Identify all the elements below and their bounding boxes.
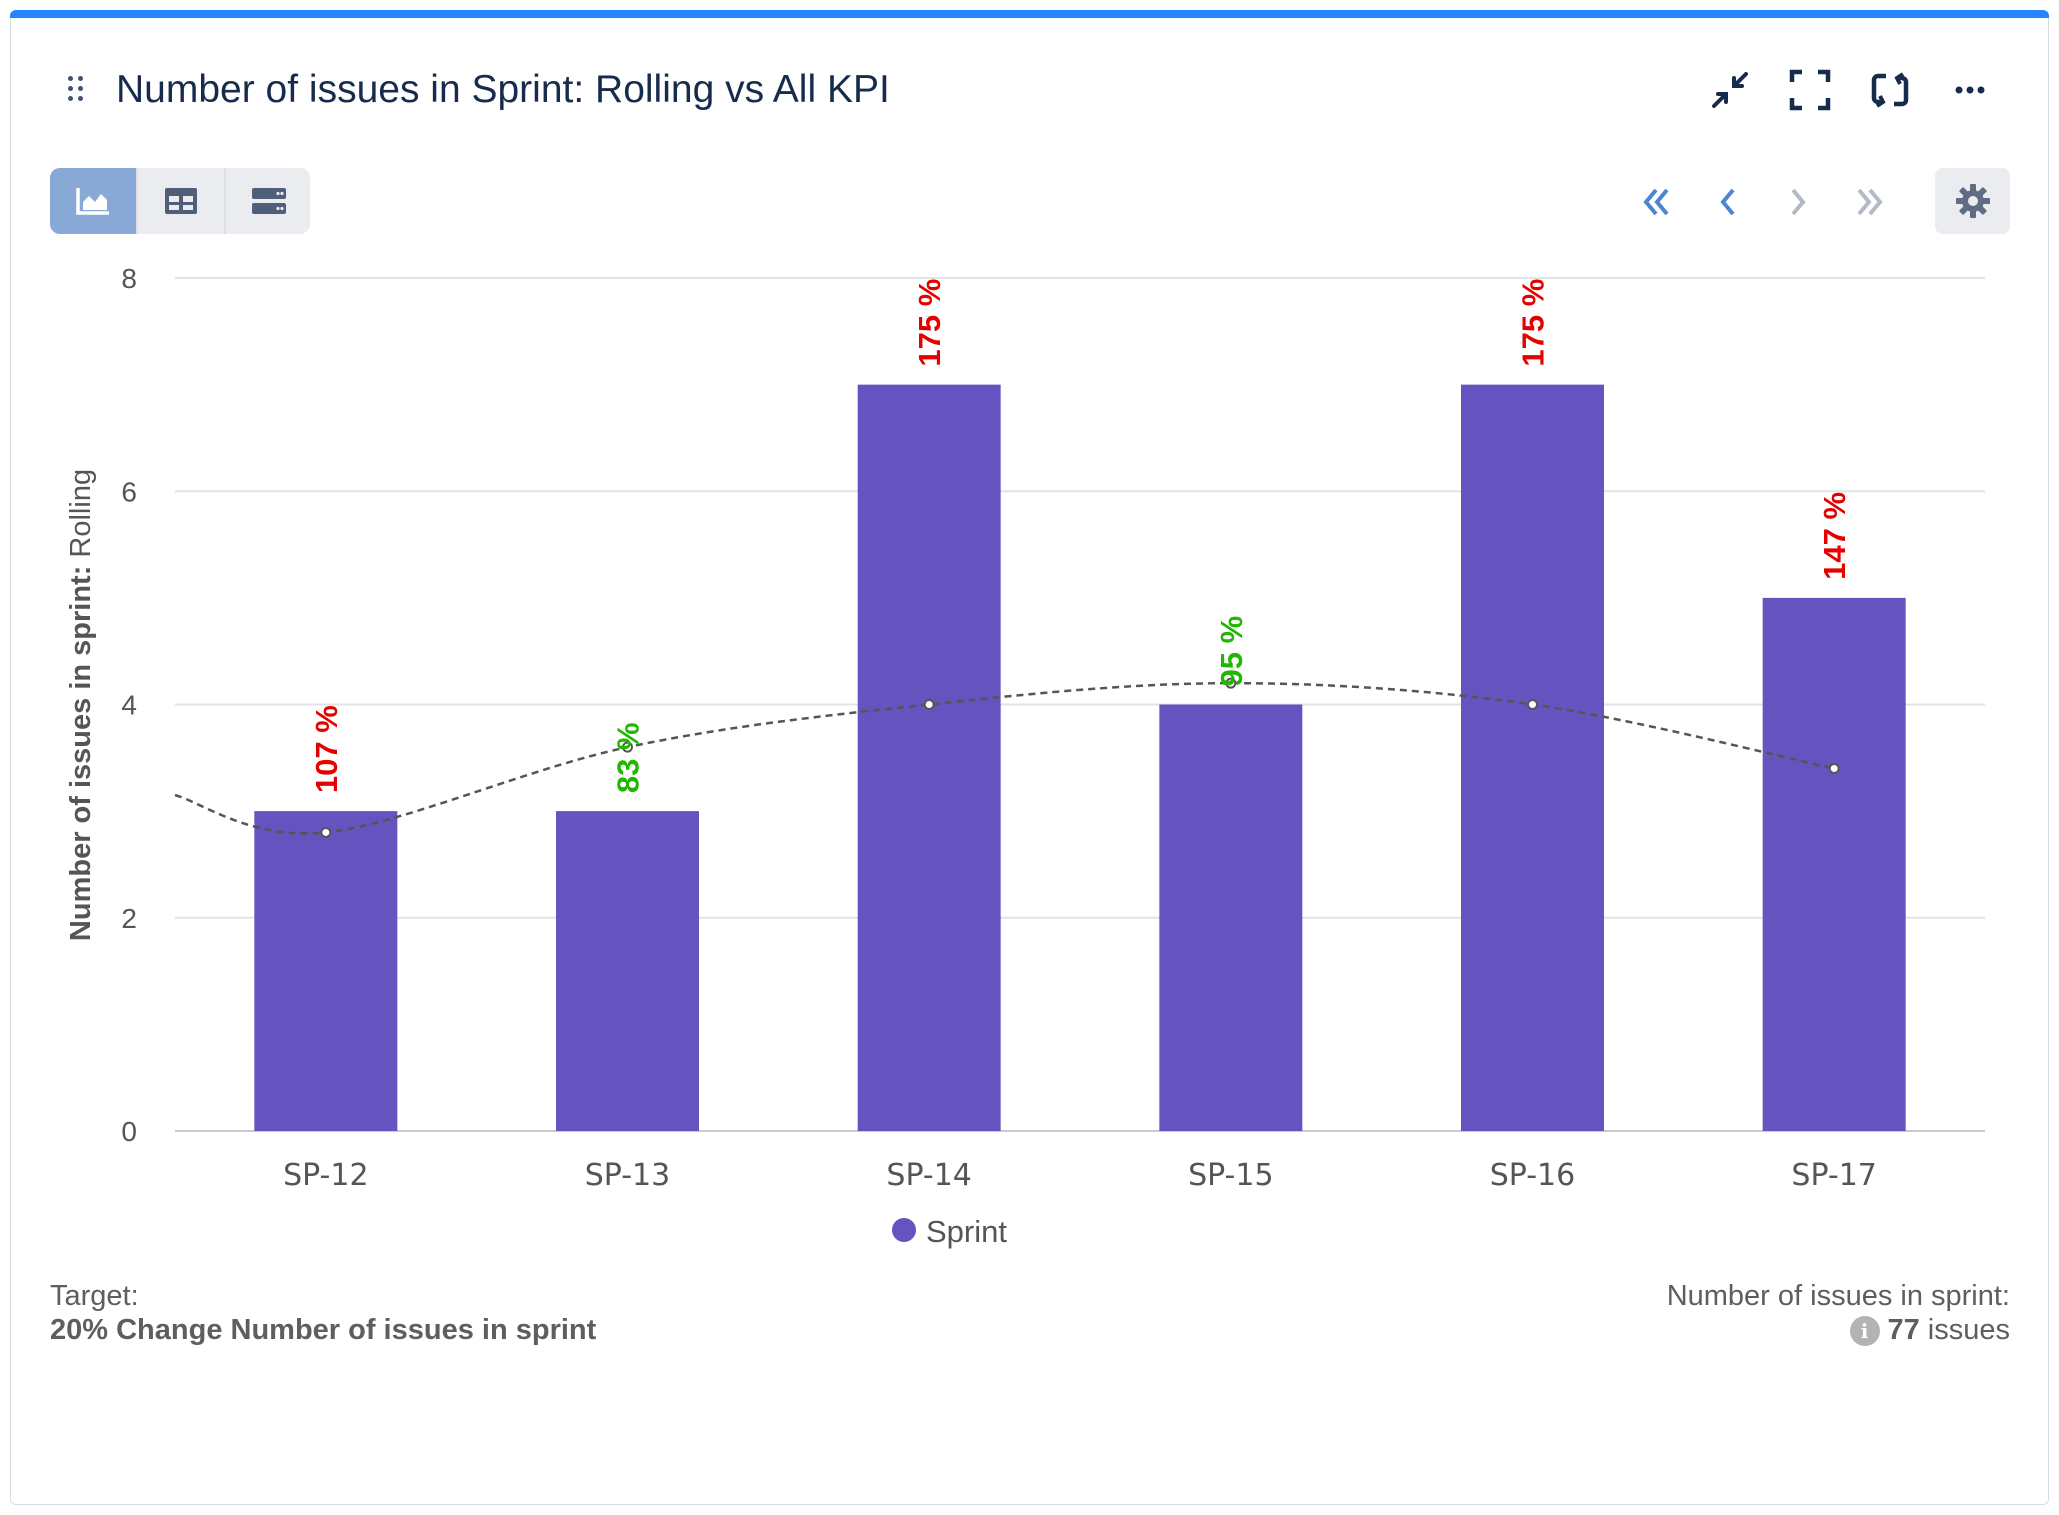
more-icon[interactable] xyxy=(1948,68,1992,112)
total-unit: issues xyxy=(1927,1314,2010,1346)
target-label: Target: xyxy=(50,1280,139,1312)
target-value: 20% Change Number of issues in sprint xyxy=(50,1314,597,1346)
seg-divider xyxy=(136,168,138,234)
view-mode-toggle xyxy=(50,168,310,234)
trend-point-SP-13[interactable] xyxy=(622,741,633,753)
seg-divider xyxy=(224,168,226,234)
list-view-button[interactable] xyxy=(226,168,310,234)
bar-SP-17[interactable] xyxy=(1762,597,1906,1131)
legend[interactable]: Sprint xyxy=(892,1214,1007,1249)
data-label-SP-17: 147 % xyxy=(1817,492,1852,580)
first-page-icon[interactable] xyxy=(1636,182,1676,222)
trend-point-SP-12[interactable] xyxy=(320,826,332,838)
settings-button[interactable] xyxy=(1935,168,2010,234)
total-count: 77 xyxy=(1887,1314,1920,1346)
y-tick-label: 8 xyxy=(121,263,137,294)
fullscreen-icon[interactable] xyxy=(1788,68,1832,112)
widget-accent-bar xyxy=(10,10,2049,18)
y-axis-label: Number of issues in sprint: Rolling xyxy=(65,469,97,941)
table-view-button[interactable] xyxy=(138,168,224,234)
next-page-icon[interactable] xyxy=(1778,182,1818,222)
widget-card xyxy=(10,10,2049,1505)
y-axis-label-light: Rolling xyxy=(65,469,97,566)
x-tick-label: SP-13 xyxy=(585,1158,670,1193)
legend-label: Sprint xyxy=(926,1214,1007,1249)
collapse-icon[interactable] xyxy=(1708,68,1752,112)
legend-marker xyxy=(892,1218,916,1242)
trend-point-SP-15[interactable] xyxy=(1225,677,1237,689)
info-icon[interactable]: i xyxy=(1849,1315,1880,1346)
data-label-SP-16: 175 % xyxy=(1516,279,1551,367)
table-icon xyxy=(165,188,197,214)
y-tick-label: 6 xyxy=(121,476,137,507)
data-label-SP-14: 175 % xyxy=(912,279,947,367)
gear-icon xyxy=(1955,184,1990,218)
y-tick-label: 2 xyxy=(121,903,137,934)
data-label-SP-12: 107 % xyxy=(309,705,344,793)
y-tick-label: 0 xyxy=(121,1116,137,1147)
bar-SP-12[interactable] xyxy=(254,811,398,1131)
drag-handle-icon[interactable] xyxy=(68,76,90,104)
bar-SP-15[interactable] xyxy=(1159,704,1303,1132)
x-tick-label: SP-15 xyxy=(1188,1158,1273,1193)
x-tick-label: SP-16 xyxy=(1490,1158,1575,1193)
trend-point-SP-17[interactable] xyxy=(1828,762,1840,774)
total-label: Number of issues in sprint: xyxy=(1666,1280,2010,1312)
data-label-SP-13: 83 % xyxy=(611,722,646,793)
total-value: i 77 issues xyxy=(1849,1314,2010,1347)
widget-title: Number of issues in Sprint: Rolling vs A… xyxy=(116,68,890,111)
bar-SP-14[interactable] xyxy=(857,384,1001,1131)
bar-SP-13[interactable] xyxy=(556,811,699,1131)
bar-SP-16[interactable] xyxy=(1461,384,1604,1131)
x-tick-label: SP-14 xyxy=(886,1158,971,1193)
x-tick-label: SP-12 xyxy=(283,1158,368,1193)
y-axis-label-bold: Number of issues in sprint: xyxy=(65,566,97,941)
area-chart-icon xyxy=(76,188,109,215)
refresh-icon[interactable] xyxy=(1868,68,1912,112)
x-tick-label: SP-17 xyxy=(1791,1158,1876,1193)
trend-point-SP-14[interactable] xyxy=(923,699,935,710)
list-icon xyxy=(252,188,286,214)
chart-view-button[interactable] xyxy=(50,168,136,234)
trend-point-SP-16[interactable] xyxy=(1527,699,1538,710)
last-page-icon[interactable] xyxy=(1850,182,1890,222)
prev-page-icon[interactable] xyxy=(1708,182,1748,222)
data-label-SP-15: 95 % xyxy=(1214,616,1249,687)
y-tick-label: 4 xyxy=(121,690,137,721)
